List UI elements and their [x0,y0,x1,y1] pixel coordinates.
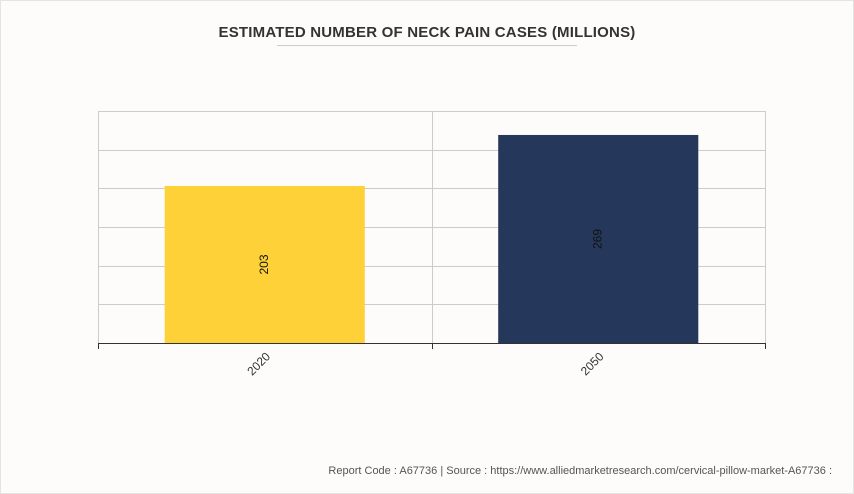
data-label: 203 [257,254,271,274]
x-tick-label: 2050 [578,349,607,378]
title-underline [277,45,577,46]
chart-title: ESTIMATED NUMBER OF NECK PAIN CASES (MIL… [218,24,636,41]
x-tick-label: 2020 [244,349,273,378]
bar-2020 [164,186,365,343]
source-footer: Report Code : A67736 | Source : https://… [328,465,832,477]
bar-2050 [498,134,699,343]
data-label: 269 [590,229,604,249]
